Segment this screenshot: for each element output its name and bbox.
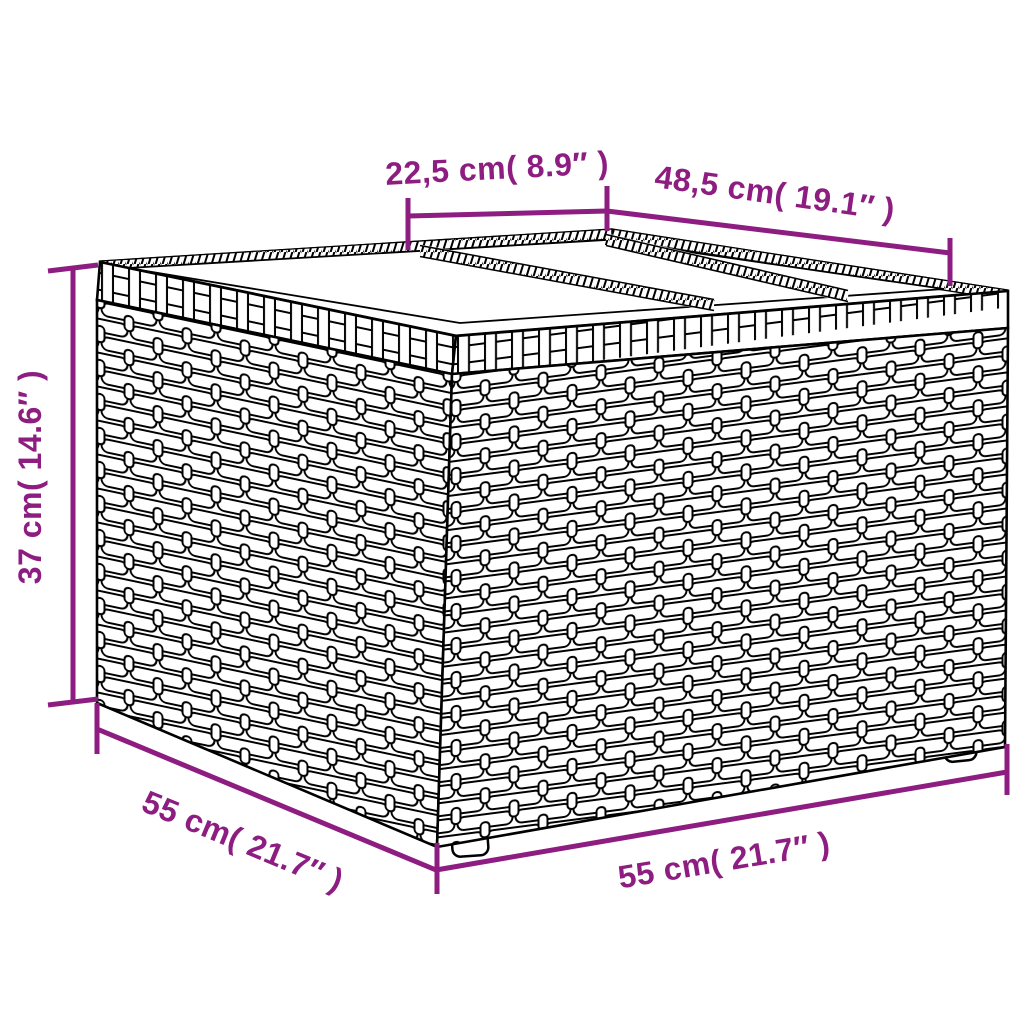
- width-dimension-line: [435, 769, 1008, 873]
- height-label: 37 cm( 14.6″ ): [12, 370, 48, 584]
- panel-width-dimension-line: [407, 208, 608, 219]
- panel-width-label: 22,5 cm( 8.9″ ): [384, 144, 609, 192]
- wall-right: [435, 326, 1010, 849]
- depth-dimension-line: [96, 726, 437, 873]
- glass-divider-strip-2: [604, 233, 850, 303]
- panel-length-label: 48,5 cm( 19.1″ ): [653, 158, 898, 227]
- height-tick-top: [47, 262, 99, 274]
- height-tick-bottom: [47, 696, 99, 708]
- depth-label: 55 cm( 21.7″ ): [137, 783, 349, 898]
- dimension-lines: [47, 186, 1010, 894]
- glass-divider-strip-1: [418, 244, 716, 312]
- panel-length-dimension-line: [606, 208, 951, 256]
